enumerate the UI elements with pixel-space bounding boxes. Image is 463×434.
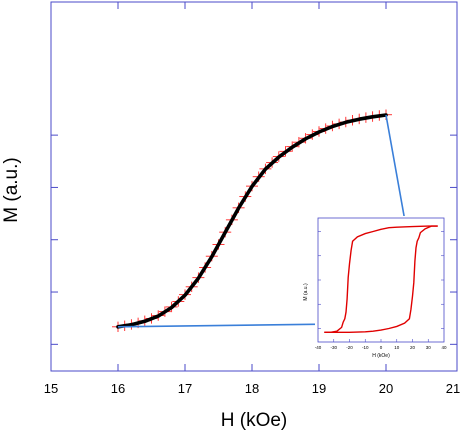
main-plot-frame bbox=[50, 1, 458, 372]
x-tick-label: 18 bbox=[245, 381, 259, 396]
inset-x-tick-label: 40 bbox=[441, 345, 447, 350]
x-tick-label: 17 bbox=[178, 381, 192, 396]
inset-x-tick-label: 0 bbox=[380, 345, 383, 350]
inset-chart: -40 -30 -20 -10 0 10 20 30 40 H (kOe) M (a.u.) bbox=[303, 216, 447, 359]
inset-hysteresis-descending bbox=[324, 225, 438, 333]
inset-x-axis-label: H (kOe) bbox=[372, 353, 390, 359]
inset-hysteresis-ascending bbox=[324, 225, 438, 333]
fit-curve bbox=[116, 113, 388, 329]
inset-ticks bbox=[318, 231, 444, 342]
inset-x-tick-label: 10 bbox=[394, 345, 400, 350]
inset-x-tick-label: -30 bbox=[330, 345, 337, 350]
x-tick-label: 16 bbox=[111, 381, 125, 396]
inset-y-axis-label: M (a.u.) bbox=[303, 283, 309, 301]
x-tick-label: 21 bbox=[446, 381, 460, 396]
inset-x-tick-label: -40 bbox=[315, 345, 322, 350]
inset-x-tick-label: -20 bbox=[346, 345, 353, 350]
inset-x-tick-label: 20 bbox=[410, 345, 416, 350]
main-y-axis-label: M (a.u.) bbox=[1, 157, 22, 222]
main-x-ticks bbox=[117, 2, 387, 371]
x-tick-label: 15 bbox=[44, 381, 58, 396]
x-tick-label: 20 bbox=[379, 381, 393, 396]
main-x-axis-label: H (kOe) bbox=[221, 410, 288, 431]
x-tick-label: 19 bbox=[312, 381, 326, 396]
inset-x-tick-label: 30 bbox=[426, 345, 432, 350]
main-x-tick-labels: 15 16 17 18 19 20 21 bbox=[44, 381, 460, 396]
main-y-ticks bbox=[51, 134, 457, 345]
inset-x-tick-label: -10 bbox=[362, 345, 369, 350]
inset-x-tick-labels: -40 -30 -20 -10 0 10 20 30 40 bbox=[315, 345, 447, 350]
inset-background bbox=[315, 216, 445, 344]
